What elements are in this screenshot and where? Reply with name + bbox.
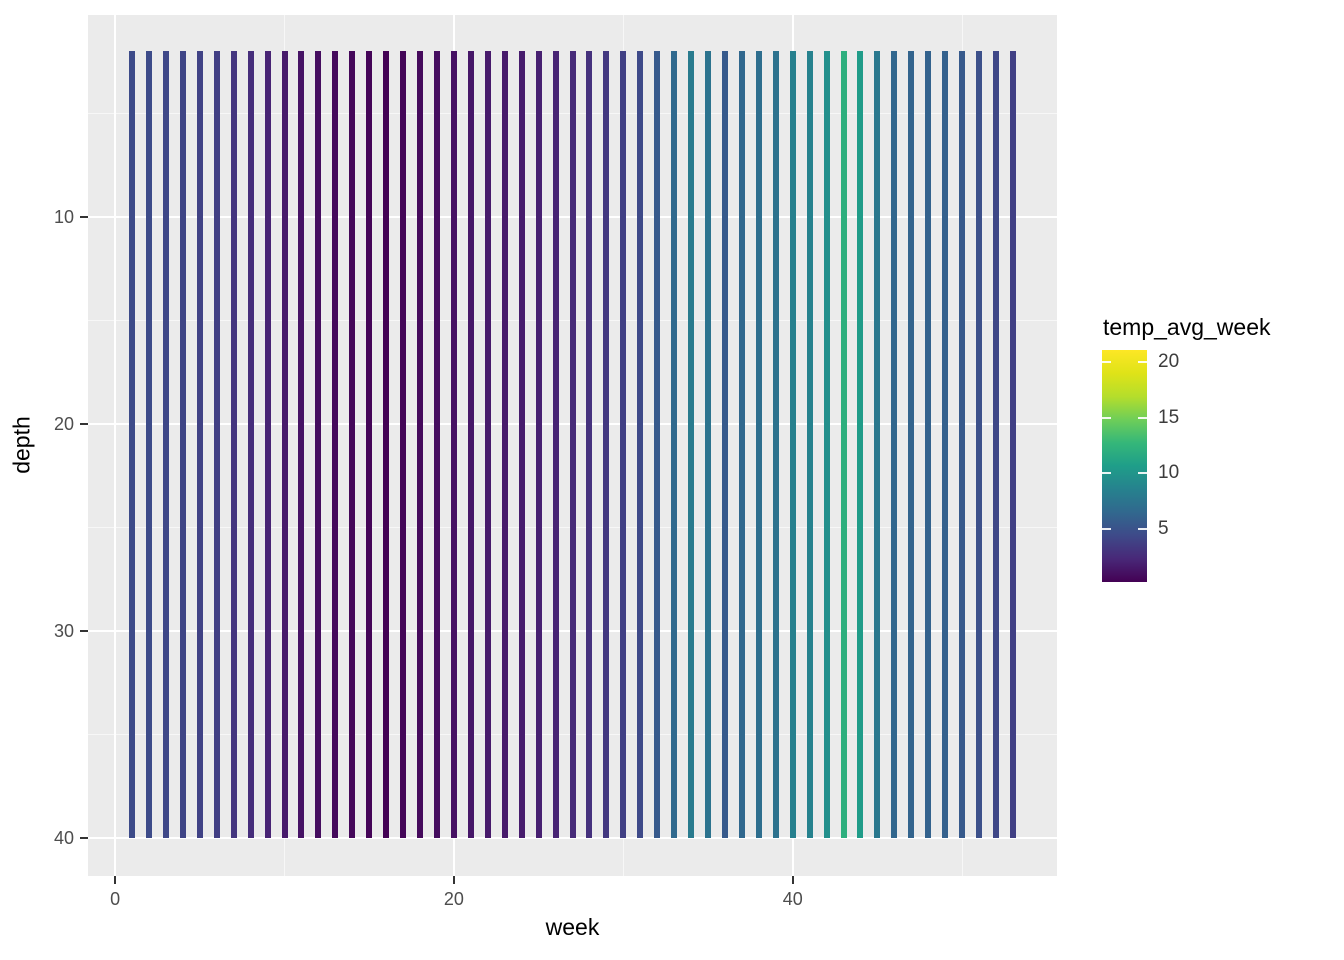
bar-week-6	[213, 51, 220, 838]
y-tick-mark-10	[80, 216, 88, 218]
x-axis-title: week	[545, 914, 600, 940]
bar-week-38	[755, 51, 762, 838]
bar-week-40	[789, 51, 796, 838]
bar-week-51	[976, 51, 983, 838]
bar-week-37	[738, 51, 745, 838]
bar-week-35	[705, 51, 712, 838]
x-tick-label-20: 20	[443, 889, 464, 909]
bar-week-2	[145, 51, 152, 838]
legend-title: temp_avg_week	[1103, 314, 1271, 340]
bar-week-45	[874, 51, 881, 838]
legend-tick-mark-10	[1102, 472, 1111, 475]
y-tick-mark-30	[80, 629, 88, 632]
bar-week-12	[315, 51, 322, 838]
bar-week-53	[1009, 51, 1016, 838]
legend-tick-label-10: 10	[1158, 462, 1180, 484]
bar-week-41	[806, 51, 813, 838]
bar-week-5	[196, 51, 203, 838]
legend-tick-mark-15	[1102, 416, 1111, 419]
bar-week-36	[721, 51, 728, 838]
y-tick-label-40: 40	[53, 827, 74, 848]
bar-week-17	[400, 51, 407, 838]
x-tick-label-0: 0	[110, 889, 121, 909]
bar-week-24	[518, 51, 525, 838]
y-tick-mark-40	[80, 836, 88, 839]
bar-week-50	[959, 51, 966, 838]
bar-week-16	[383, 51, 390, 838]
bar-week-8	[247, 51, 254, 838]
legend: temp_avg_week 5 10 15 20	[1095, 310, 1335, 600]
bar-week-29	[603, 51, 610, 838]
legend-tick-label-5: 5	[1158, 518, 1169, 540]
bar-week-11	[298, 51, 305, 838]
y-tick-mark-20	[80, 422, 88, 425]
bar-week-32	[654, 51, 661, 838]
bar-week-27	[569, 51, 576, 838]
bar-week-26	[552, 51, 559, 838]
y-tick-label-20: 20	[53, 413, 74, 434]
bar-week-47	[908, 51, 915, 838]
bar-week-19	[433, 51, 440, 838]
bar-week-33	[671, 51, 678, 838]
bar-week-7	[230, 51, 237, 838]
legend-tick-mark-5	[1102, 528, 1111, 531]
legend-tick-mark-20	[1138, 361, 1147, 364]
bar-week-30	[620, 51, 627, 838]
bar-week-25	[535, 51, 542, 838]
bar-week-3	[162, 51, 169, 838]
bar-week-22	[484, 51, 491, 838]
legend-tick-mark-10	[1138, 472, 1147, 475]
bar-week-23	[501, 51, 508, 838]
bar-week-48	[925, 51, 932, 838]
x-tick-mark-40	[791, 876, 794, 884]
bar-week-43	[840, 51, 847, 838]
x-tick-label-40: 40	[782, 889, 803, 909]
y-tick-label-10: 10	[53, 207, 74, 227]
bar-week-34	[688, 51, 695, 838]
legend-tick-mark-20	[1102, 361, 1111, 364]
legend-tick-label-15: 15	[1158, 406, 1180, 428]
bar-week-15	[366, 51, 373, 838]
x-tick-mark-0	[114, 876, 117, 884]
bar-week-14	[349, 51, 356, 838]
bar-week-13	[332, 51, 339, 838]
bar-week-21	[467, 51, 474, 838]
y-tick-label-30: 30	[53, 620, 74, 641]
bar-week-10	[281, 51, 288, 838]
plot-panel	[88, 15, 1057, 876]
bar-week-20	[450, 51, 457, 838]
bar-week-28	[586, 51, 593, 838]
legend-tick-label-20: 20	[1158, 351, 1180, 373]
bar-week-46	[891, 51, 898, 838]
y-axis-title: depth	[8, 416, 35, 474]
bar-week-49	[942, 51, 949, 838]
gridline-x-major	[114, 15, 117, 876]
bar-week-39	[772, 51, 779, 838]
legend-tick-mark-15	[1138, 416, 1147, 419]
x-tick-mark-20	[452, 876, 455, 884]
bar-week-52	[993, 51, 999, 838]
legend-tick-mark-5	[1138, 528, 1147, 531]
bar-week-42	[823, 51, 830, 838]
bar-week-4	[179, 51, 186, 838]
bar-week-18	[417, 51, 424, 838]
gridline-y-major	[88, 836, 1057, 839]
bar-week-44	[857, 51, 864, 838]
bar-week-31	[637, 51, 644, 838]
legend-colorbar	[1102, 350, 1147, 582]
bar-week-1	[129, 51, 136, 838]
bar-week-9	[264, 51, 271, 838]
